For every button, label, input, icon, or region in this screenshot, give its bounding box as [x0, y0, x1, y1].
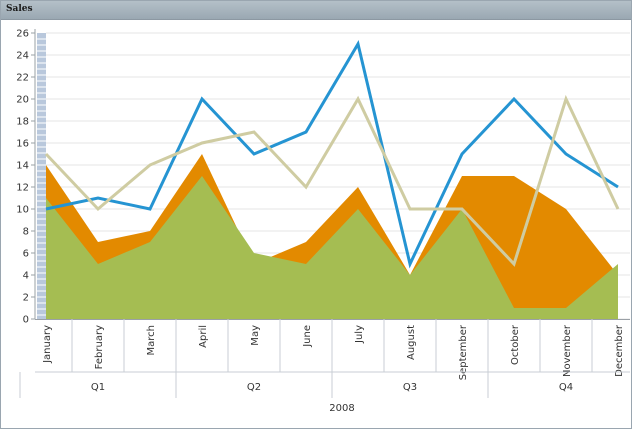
area-series-2 [46, 176, 618, 319]
y-tick-label: 0 [23, 315, 29, 326]
y-tick-label: 8 [23, 227, 29, 238]
x-category-label: December [614, 324, 625, 377]
y-tick-label: 12 [16, 183, 29, 194]
y-tick-label: 10 [16, 205, 29, 216]
chart-title: Sales [6, 4, 33, 14]
quarter-label: Q3 [403, 382, 417, 393]
line-series-4 [44, 94, 620, 267]
y-tick-label: 20 [16, 95, 29, 106]
x-category-label: March [146, 325, 157, 355]
y-tick-label: 4 [23, 271, 29, 282]
x-category-label: November [562, 324, 573, 377]
quarter-label: Q1 [91, 382, 105, 393]
y-tick-label: 22 [16, 73, 29, 84]
x-category-label: January [42, 325, 53, 364]
line-series-3 [45, 40, 619, 269]
quarter-label: Q2 [247, 382, 261, 393]
x-category-label: February [94, 325, 105, 369]
quarter-label: Q4 [559, 382, 573, 393]
y-tick-label: 6 [23, 249, 29, 260]
y-tick-label: 24 [16, 51, 29, 62]
y-tick-label: 14 [16, 161, 29, 172]
x-category-label: July [354, 325, 365, 344]
x-category-label: October [510, 324, 521, 365]
y-tick-label: 2 [23, 293, 29, 304]
y-tick-label: 18 [16, 117, 29, 128]
x-category-label: June [302, 325, 313, 348]
x-category-label: September [458, 324, 469, 380]
y-tick-label: 16 [16, 139, 29, 150]
x-category-label: May [250, 325, 261, 346]
title-bar: Sales [1, 1, 631, 20]
y-tick-label: 26 [16, 29, 29, 40]
x-category-label: August [406, 325, 417, 360]
year-label: 2008 [329, 403, 354, 414]
x-category-label: April [198, 325, 209, 348]
axis-scroll-band[interactable] [37, 33, 46, 319]
